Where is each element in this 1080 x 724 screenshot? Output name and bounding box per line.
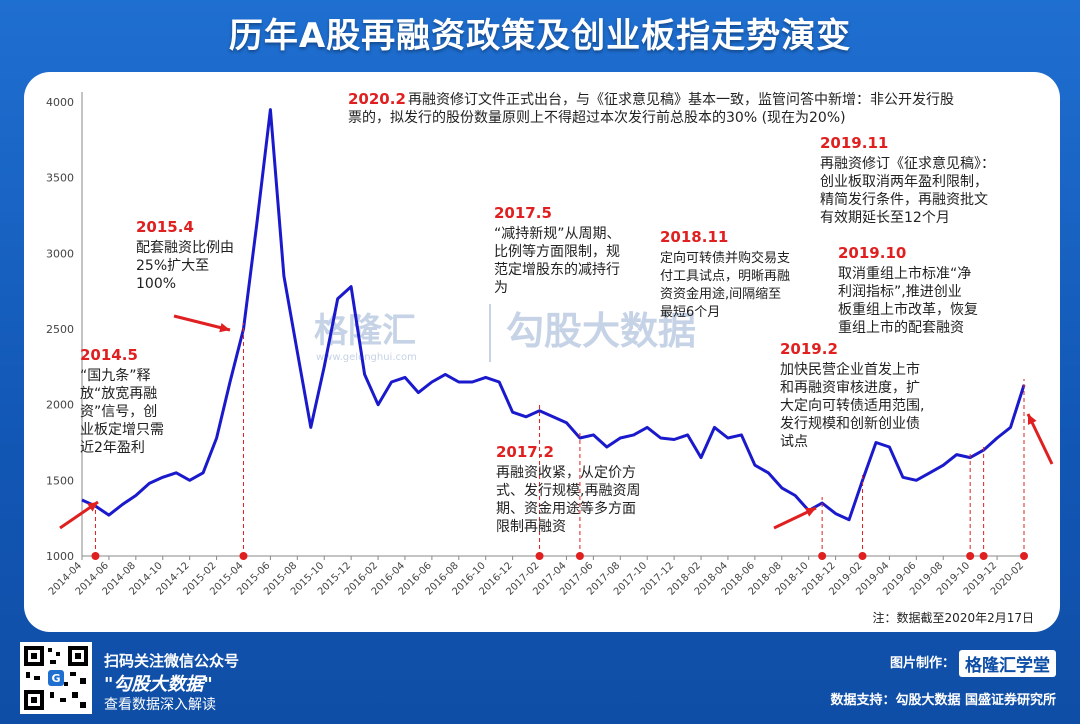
watermark-site: www.gelonghui.com	[316, 352, 417, 363]
event-description-line: 资资金用途,间隔缩至	[660, 286, 781, 302]
event-marker	[1020, 552, 1028, 560]
event-description-line: 100%	[136, 276, 176, 292]
data-note: 注：数据截至2020年2月17日	[873, 610, 1034, 625]
svg-text:G: G	[51, 672, 60, 685]
y-tick-label: 3000	[46, 247, 74, 260]
read-more-text: 查看数据深入解读	[104, 697, 216, 713]
event-marker	[91, 552, 100, 560]
event-date-label: 2017.2	[496, 443, 554, 461]
event-description-line: 最短6个月	[660, 305, 720, 320]
event-date-label: 2020.2	[348, 90, 406, 108]
scan-text: 扫码关注微信公众号	[104, 652, 240, 670]
event-date-label: 2017.5	[494, 204, 552, 222]
event-marker	[818, 552, 827, 560]
event-description-line: 加快民营企业首发上市	[780, 361, 920, 378]
event-description-line: 和再融资审核进度，扩	[780, 380, 920, 396]
event-description-line: 范定增股东的减持行	[494, 261, 620, 278]
annotation-arrowhead	[805, 507, 816, 517]
watermark-column: 勾股大数据	[506, 309, 696, 353]
event-marker	[979, 552, 988, 560]
event-description-line: 有效期延长至12个月	[820, 210, 950, 226]
event-description-line: 为	[494, 280, 508, 296]
event-marker	[575, 552, 584, 560]
made-by-row: 图片制作： 格隆汇学堂	[830, 650, 1056, 677]
made-by-label: 图片制作：	[889, 656, 955, 671]
account-name: "勾股大数据"	[104, 674, 213, 695]
y-tick-label: 1000	[46, 550, 74, 563]
event-description-line: 再融资收紧，从定价方	[496, 465, 636, 481]
line-chart: 格隆汇www.gelonghui.com勾股大数据100015002000250…	[46, 90, 1054, 625]
event-description-line: 取消重组上市标准“净	[838, 265, 971, 282]
event-marker	[858, 552, 867, 560]
page-title: 历年A股再融资政策及创业板指走势演变	[228, 16, 852, 56]
event-description-line: 精简发行条件，再融资批文	[820, 191, 988, 208]
event-date-label: 2019.2	[780, 340, 838, 358]
annotation-arrowhead	[87, 502, 98, 512]
series-line	[81, 108, 1026, 522]
event-date-label: 2018.11	[660, 228, 728, 246]
event-description-line: 创业板取消两年盈利限制，	[820, 174, 988, 190]
event-description-line: 再融资修订《征求意见稿》：	[820, 155, 995, 172]
event-description-line: 试点	[780, 434, 808, 450]
event-description-line: 比例等方面限制，规	[494, 243, 620, 260]
y-tick-label: 3500	[46, 172, 74, 185]
event-description-line: 票的，拟发行的股份数量原则上不得超过本次发行前总股本的30% (现在为20%)	[348, 109, 846, 126]
annotation-arrowhead	[219, 322, 230, 333]
event-description-line: 近2年盈利	[80, 440, 145, 456]
event-description-line: 付工具试点，明晰再融	[660, 269, 790, 284]
footer-credits: 图片制作： 格隆汇学堂 数据支持：勾股大数据 国盛证券研究所	[830, 650, 1056, 708]
y-tick-label: 2000	[46, 399, 74, 412]
event-description-line: 定向可转债并购交易支	[660, 250, 790, 266]
event-date-label: 2019.10	[838, 244, 906, 262]
event-description-line: 限制再融资	[496, 519, 566, 535]
event-description-line: 发行规模和创新创业债	[780, 416, 920, 432]
chart-panel: 格隆汇 www.gelonghui.com 勾股大数据 1000 1500 2000 250…	[24, 72, 1060, 632]
event-description-line: 式、发行规模,再融资周	[496, 483, 640, 499]
annotation-arrowhead	[1027, 414, 1037, 425]
event-description-line: “国九条”释	[80, 367, 151, 384]
made-by-logo: 格隆汇学堂	[959, 650, 1056, 677]
y-tick-label: 2500	[46, 323, 74, 336]
event-marker	[239, 552, 248, 560]
event-description-line: 配套融资比例由	[136, 240, 234, 256]
event-description-line: 大定向可转债适用范围,	[780, 397, 924, 414]
event-marker	[535, 552, 544, 560]
event-date-label: 2014.5	[80, 346, 138, 364]
event-date-label: 2015.4	[136, 218, 194, 236]
event-description-line: 期、资金用途等多方面	[496, 500, 636, 517]
qr-code-icon[interactable]: G	[20, 642, 92, 714]
data-support-text: 数据支持：勾股大数据 国盛证券研究所	[830, 693, 1056, 708]
event-description-line: 板重组上市改革，恢复	[838, 301, 978, 318]
event-description-line: 25%扩大至	[136, 258, 209, 274]
event-description-line: 资”信号，创	[80, 404, 157, 420]
event-description-line: “减持新规”从周期、	[494, 226, 621, 242]
event-description-line: 放“放宽再融	[80, 385, 157, 402]
event-description-line: 重组上市的配套融资	[838, 319, 964, 336]
event-description-line: 业板定增只需	[80, 422, 164, 438]
event-marker	[966, 552, 975, 560]
y-tick-label: 1500	[46, 474, 74, 487]
event-date-label: 2019.11	[820, 134, 888, 152]
y-tick-label: 4000	[46, 96, 74, 109]
event-description-line: 利润指标”,推进创业	[838, 284, 962, 300]
event-description-line: 再融资修订文件正式出台，与《征求意见稿》基本一致，监管问答中新增：非公开发行股	[408, 91, 954, 108]
